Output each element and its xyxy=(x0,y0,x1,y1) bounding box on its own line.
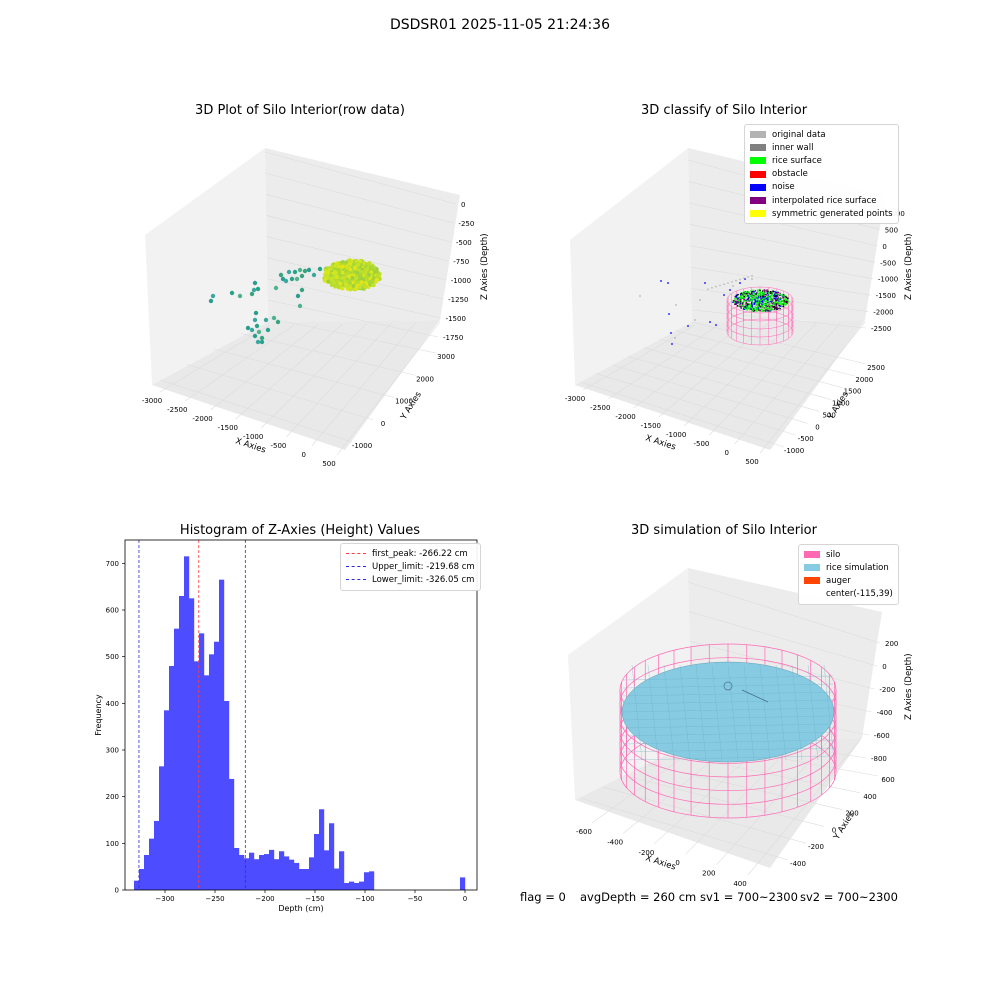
panel4-z-tick-label: -400 xyxy=(877,709,893,717)
panel4-legend-label: auger xyxy=(826,576,851,586)
panel4-z-tick-label: -200 xyxy=(879,686,895,694)
panel4-legend-item: rice simulation xyxy=(804,561,893,574)
panel4-x-tick-label: 200 xyxy=(702,870,715,878)
panel4-xlabel: X Axies xyxy=(644,853,677,872)
panel4-z-tick-label: 200 xyxy=(885,640,898,648)
panel4-legend-label: center(-115,39) xyxy=(826,589,893,599)
panel4-z-tick-label: 0 xyxy=(882,663,886,671)
panel4-legend-item: center(-115,39) xyxy=(804,588,893,601)
sv2-text: sv2 = 700~2300 xyxy=(800,890,898,904)
avg-depth-text: avgDepth = 260 cm xyxy=(580,890,696,904)
panel4-y-tick-label: -200 xyxy=(808,843,824,851)
panel4-legend-item: silo xyxy=(804,548,893,561)
panel4-x-tick-label: -600 xyxy=(576,828,592,836)
rice-simulation-surface xyxy=(622,662,834,762)
panel4-legend: silo rice simulation auger center(-115,39) xyxy=(798,544,899,605)
panel4-legend-label: rice simulation xyxy=(826,563,889,573)
panel4-legend-swatch xyxy=(804,564,820,571)
panel4-legend-swatch xyxy=(804,577,820,584)
panel4-legend-swatch xyxy=(804,551,820,558)
panel4-x-tick-label: -400 xyxy=(607,838,623,846)
panel4-zlabel: Z Axies (Depth) xyxy=(904,653,914,720)
panel4-x-tick-label: 400 xyxy=(733,880,746,888)
panel4-y-tick-label: 400 xyxy=(863,793,876,801)
panel4-z-tick-label: -600 xyxy=(874,732,890,740)
panel4-legend-swatch xyxy=(804,591,820,598)
panel4-z-tick-label: -800 xyxy=(871,755,887,763)
panel4-legend-item: auger xyxy=(804,574,893,587)
sv1-text: sv1 = 700~2300 xyxy=(700,890,798,904)
flag-text: flag = 0 xyxy=(520,890,566,904)
panel4-legend-label: silo xyxy=(826,550,840,560)
panel4-y-tick-label: 600 xyxy=(881,776,894,784)
panel4-y-tick-label: -400 xyxy=(790,860,806,868)
